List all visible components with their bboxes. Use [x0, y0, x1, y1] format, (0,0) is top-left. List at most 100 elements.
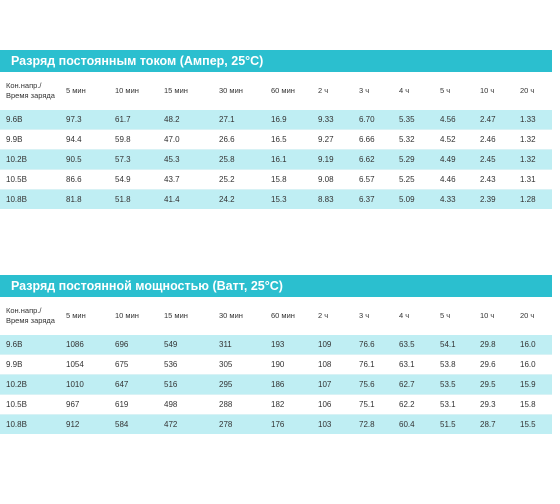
row-label: 10.8В: [0, 189, 66, 209]
table-cell: 6.62: [359, 149, 399, 170]
table-cell: 25.8: [219, 149, 271, 170]
table-cell: 29.8: [480, 335, 520, 355]
table-cell: 1.28: [520, 189, 552, 209]
table-cell: 498: [164, 394, 219, 415]
column-header: 4 ч: [399, 86, 410, 95]
table-row: 9.6В 97.3 61.7 48.2 27.1 16.9 9.33 6.70 5.35 4.56…: [0, 110, 552, 130]
column-header: 15 мин: [164, 86, 188, 95]
table-cell: 278: [219, 414, 271, 434]
table-cell: 9.27: [318, 129, 359, 150]
table-cell: 47.0: [164, 129, 219, 150]
table-cell: 62.2: [399, 394, 440, 415]
table-cell: 647: [115, 374, 164, 395]
header-label-line1: Кон.напр./: [6, 81, 42, 90]
table-cell: 43.7: [164, 169, 219, 190]
table-cell: 912: [66, 414, 115, 434]
header-row: Кон.напр./Время заряда 5 мин 10 мин 15 мин 3…: [0, 81, 552, 101]
table-cell: 2.47: [480, 110, 520, 130]
section-title: Разряд постоянной мощностью (Ватт, 25°C): [0, 275, 552, 297]
table-cell: 76.1: [359, 354, 399, 375]
column-header: 5 ч: [440, 86, 451, 95]
table-row: 10.5В 86.6 54.9 43.7 25.2 15.8 9.08 6.57 5.25 4.4…: [0, 169, 552, 190]
column-header: 10 мин: [115, 86, 139, 95]
table-cell: 24.2: [219, 189, 271, 209]
table-cell: 1.32: [520, 129, 552, 150]
table-cell: 76.6: [359, 335, 399, 355]
table-cell: 536: [164, 354, 219, 375]
table-cell: 5.35: [399, 110, 440, 130]
table-cell: 5.29: [399, 149, 440, 170]
column-header: 30 мин: [219, 86, 243, 95]
table-cell: 176: [271, 414, 318, 434]
row-label: 10.8В: [0, 414, 66, 434]
table-cell: 48.2: [164, 110, 219, 130]
table-cell: 1086: [66, 335, 115, 355]
header-label-line2: Время заряда: [6, 316, 55, 325]
table-cell: 5.09: [399, 189, 440, 209]
column-header: 10 ч: [480, 86, 495, 95]
table-section-power: Разряд постоянной мощностью (Ватт, 25°C)…: [0, 275, 552, 434]
table-cell: 16.9: [271, 110, 318, 130]
table-cell: 186: [271, 374, 318, 395]
table-cell: 9.08: [318, 169, 359, 190]
table-cell: 1.33: [520, 110, 552, 130]
table-cell: 103: [318, 414, 359, 434]
table-cell: 9.33: [318, 110, 359, 130]
table-cell: 6.57: [359, 169, 399, 190]
column-header: 60 мин: [271, 86, 295, 95]
column-header: 4 ч: [399, 311, 410, 320]
table-cell: 62.7: [399, 374, 440, 395]
column-header: 2 ч: [318, 86, 329, 95]
table-cell: 1.31: [520, 169, 552, 190]
table-cell: 16.0: [520, 354, 552, 375]
table-cell: 15.8: [271, 169, 318, 190]
table-cell: 26.6: [219, 129, 271, 150]
table-cell: 696: [115, 335, 164, 355]
table-cell: 75.1: [359, 394, 399, 415]
row-label: 9.9В: [0, 354, 66, 375]
column-header: 60 мин: [271, 311, 295, 320]
table-cell: 45.3: [164, 149, 219, 170]
table-cell: 15.9: [520, 374, 552, 395]
table-cell: 25.2: [219, 169, 271, 190]
header-label: Кон.напр./Время заряда: [0, 81, 66, 101]
table-cell: 41.4: [164, 189, 219, 209]
table-cell: 6.66: [359, 129, 399, 150]
table-cell: 4.52: [440, 129, 480, 150]
table-cell: 4.46: [440, 169, 480, 190]
table-cell: 108: [318, 354, 359, 375]
table-cell: 90.5: [66, 149, 115, 170]
table-cell: 29.5: [480, 374, 520, 395]
table-row: 10.2В 1010 647 516 295 186 107 75.6 62.7 53.5 29.5…: [0, 374, 552, 395]
column-header: 3 ч: [359, 311, 370, 320]
table-cell: 472: [164, 414, 219, 434]
row-label: 10.5В: [0, 394, 66, 415]
table-cell: 5.32: [399, 129, 440, 150]
table-cell: 27.1: [219, 110, 271, 130]
table-cell: 5.25: [399, 169, 440, 190]
column-header: 5 мин: [66, 86, 86, 95]
table-cell: 109: [318, 335, 359, 355]
table-cell: 29.3: [480, 394, 520, 415]
table-cell: 81.8: [66, 189, 115, 209]
table-row: 10.5В 967 619 498 288 182 106 75.1 62.2 53.1 29.3 1…: [0, 394, 552, 415]
table-cell: 97.3: [66, 110, 115, 130]
table-row: 9.9В 1054 675 536 305 190 108 76.1 63.1 53.8 29.6 1…: [0, 354, 552, 375]
table-cell: 9.19: [318, 149, 359, 170]
table-cell: 54.1: [440, 335, 480, 355]
table-cell: 182: [271, 394, 318, 415]
table-cell: 967: [66, 394, 115, 415]
table-cell: 2.43: [480, 169, 520, 190]
table-cell: 4.33: [440, 189, 480, 209]
row-label: 9.9В: [0, 129, 66, 150]
table-cell: 6.70: [359, 110, 399, 130]
table-cell: 59.8: [115, 129, 164, 150]
row-label: 10.2В: [0, 374, 66, 395]
table-cell: 8.83: [318, 189, 359, 209]
table-cell: 15.8: [520, 394, 552, 415]
table-cell: 16.1: [271, 149, 318, 170]
column-header: 3 ч: [359, 86, 370, 95]
table-cell: 15.3: [271, 189, 318, 209]
table-cell: 190: [271, 354, 318, 375]
table-cell: 107: [318, 374, 359, 395]
